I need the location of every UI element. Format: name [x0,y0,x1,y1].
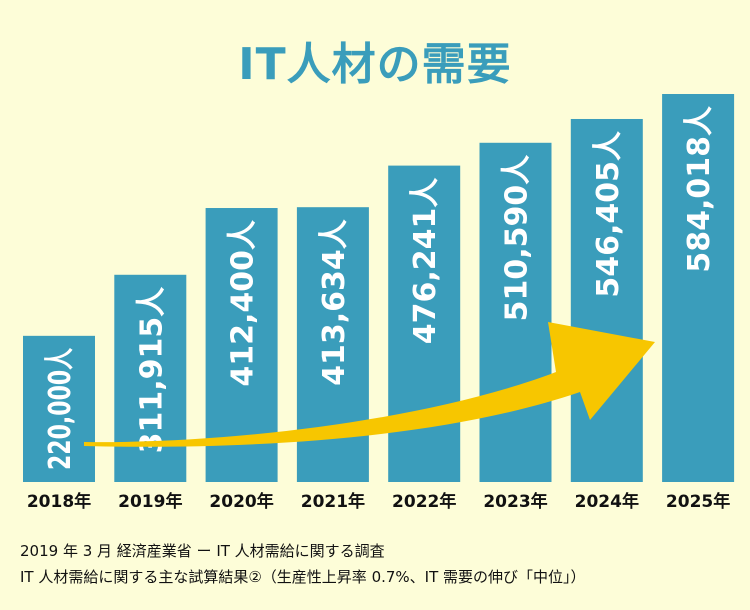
bar-value-label: 412,400人 [226,220,261,387]
source-line-1: 2019 年 3 月 経済産業省 ー IT 人材需給に関する調査 [20,542,385,560]
bar-value-label: 546,405人 [591,131,626,298]
x-axis-labels: 2018年 2019年 2020年 2021年 2022年 2023年 2024年 2025年 [27,491,730,512]
bar-2023年 [479,142,552,483]
x-tick-label: 2024年 [575,491,639,512]
x-tick-label: 2018年 [27,491,91,512]
x-tick-label: 2025年 [666,491,730,512]
bar-value-label: 311,915人 [134,287,169,454]
x-tick-label: 2020年 [209,491,273,512]
bar-chart: 220,000人 311,915人 412,400人 413,634人 476,241人… [23,94,735,512]
x-tick-label: 2022年 [392,491,456,512]
growth-arrow [84,322,655,447]
bar-2019年 [114,274,187,482]
bar-2025年 [662,94,735,482]
x-tick-label: 2019年 [118,491,182,512]
x-tick-label: 2021年 [301,491,365,512]
bar-value-label: 510,590人 [500,155,535,322]
bar-2024年 [570,118,643,483]
bar-value-label: 476,241人 [408,178,443,345]
bar-value-labels: 220,000人 311,915人 412,400人 413,634人 476,241人… [43,106,717,470]
bar-value-label: 584,018人 [682,106,717,273]
chart-title: IT人材の需要 [238,39,512,90]
bar-value-label: 413,634人 [317,219,352,386]
bar-value-label: 220,000人 [43,348,78,470]
source-line-2: IT 人材需給に関する主な試算結果②（生産性上昇率 0.7%、IT 需要の伸び「… [20,568,586,586]
x-tick-label: 2023年 [483,491,547,512]
bar-2018年 [23,335,95,482]
